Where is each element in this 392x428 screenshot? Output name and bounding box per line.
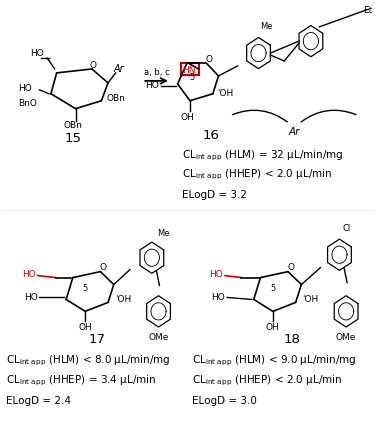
Text: OBn: OBn [64, 121, 82, 130]
Text: OH: OH [78, 323, 92, 332]
Text: HO: HO [24, 293, 38, 302]
Text: CL$_{\mathrm{int\ app}}$ (HHEP) < 2.0 μL/min: CL$_{\mathrm{int\ app}}$ (HHEP) < 2.0 μL… [192, 374, 342, 388]
Text: 15: 15 [64, 132, 81, 145]
Text: HO: HO [30, 48, 44, 57]
Text: CL$_{\mathrm{int\ app}}$ (HLM) < 8.0 μL/min/mg: CL$_{\mathrm{int\ app}}$ (HLM) < 8.0 μL/… [6, 354, 171, 368]
Text: O: O [100, 263, 107, 272]
Text: 'OH: 'OH [115, 295, 131, 304]
Text: ELogD = 3.2: ELogD = 3.2 [182, 190, 247, 200]
Text: Ar: Ar [114, 64, 124, 74]
Text: 5: 5 [189, 73, 194, 82]
Text: OMe: OMe [336, 333, 356, 342]
Text: OMe: OMe [148, 333, 169, 342]
Text: OH: OH [266, 323, 279, 332]
Text: 5: 5 [83, 284, 88, 293]
Text: ELogD = 3.0: ELogD = 3.0 [192, 396, 257, 406]
Text: 5: 5 [270, 284, 276, 293]
Text: Ar: Ar [289, 127, 300, 137]
Text: HO: HO [22, 270, 36, 279]
Text: OBn: OBn [106, 94, 125, 103]
Text: OH: OH [180, 113, 194, 122]
Text: HO: HO [18, 84, 32, 93]
Text: a, b, c: a, b, c [144, 68, 169, 77]
Text: O: O [287, 263, 294, 272]
Text: 17: 17 [88, 333, 105, 346]
Text: BnO: BnO [18, 99, 37, 108]
Text: 18: 18 [283, 333, 300, 346]
Text: HO: HO [209, 270, 223, 279]
Text: O: O [89, 62, 96, 71]
Text: HO: HO [211, 293, 225, 302]
Text: CL$_{\mathrm{int\ app}}$ (HHEP) = 3.4 μL/min: CL$_{\mathrm{int\ app}}$ (HHEP) = 3.4 μL… [6, 374, 156, 388]
Text: Cl: Cl [343, 224, 351, 233]
Text: 'OH: 'OH [302, 295, 319, 304]
Text: Me: Me [260, 22, 272, 31]
Text: 16: 16 [202, 129, 220, 142]
Text: CL$_{\mathrm{int\ app}}$ (HLM) < 9.0 μL/min/mg: CL$_{\mathrm{int\ app}}$ (HLM) < 9.0 μL/… [192, 354, 357, 368]
Text: ELogD = 2.4: ELogD = 2.4 [6, 396, 71, 406]
Text: Et: Et [363, 6, 373, 15]
Text: CL$_{\mathrm{int\ app}}$ (HLM) = 32 μL/min/mg: CL$_{\mathrm{int\ app}}$ (HLM) = 32 μL/m… [182, 148, 344, 163]
Text: Me: Me [157, 229, 169, 238]
Text: HN: HN [182, 66, 196, 75]
Text: 'OH: 'OH [218, 89, 234, 98]
Text: HO: HO [145, 81, 158, 90]
Text: CL$_{\mathrm{int\ app}}$ (HHEP) < 2.0 μL/min: CL$_{\mathrm{int\ app}}$ (HHEP) < 2.0 μL… [182, 168, 333, 182]
Text: O: O [205, 54, 212, 63]
